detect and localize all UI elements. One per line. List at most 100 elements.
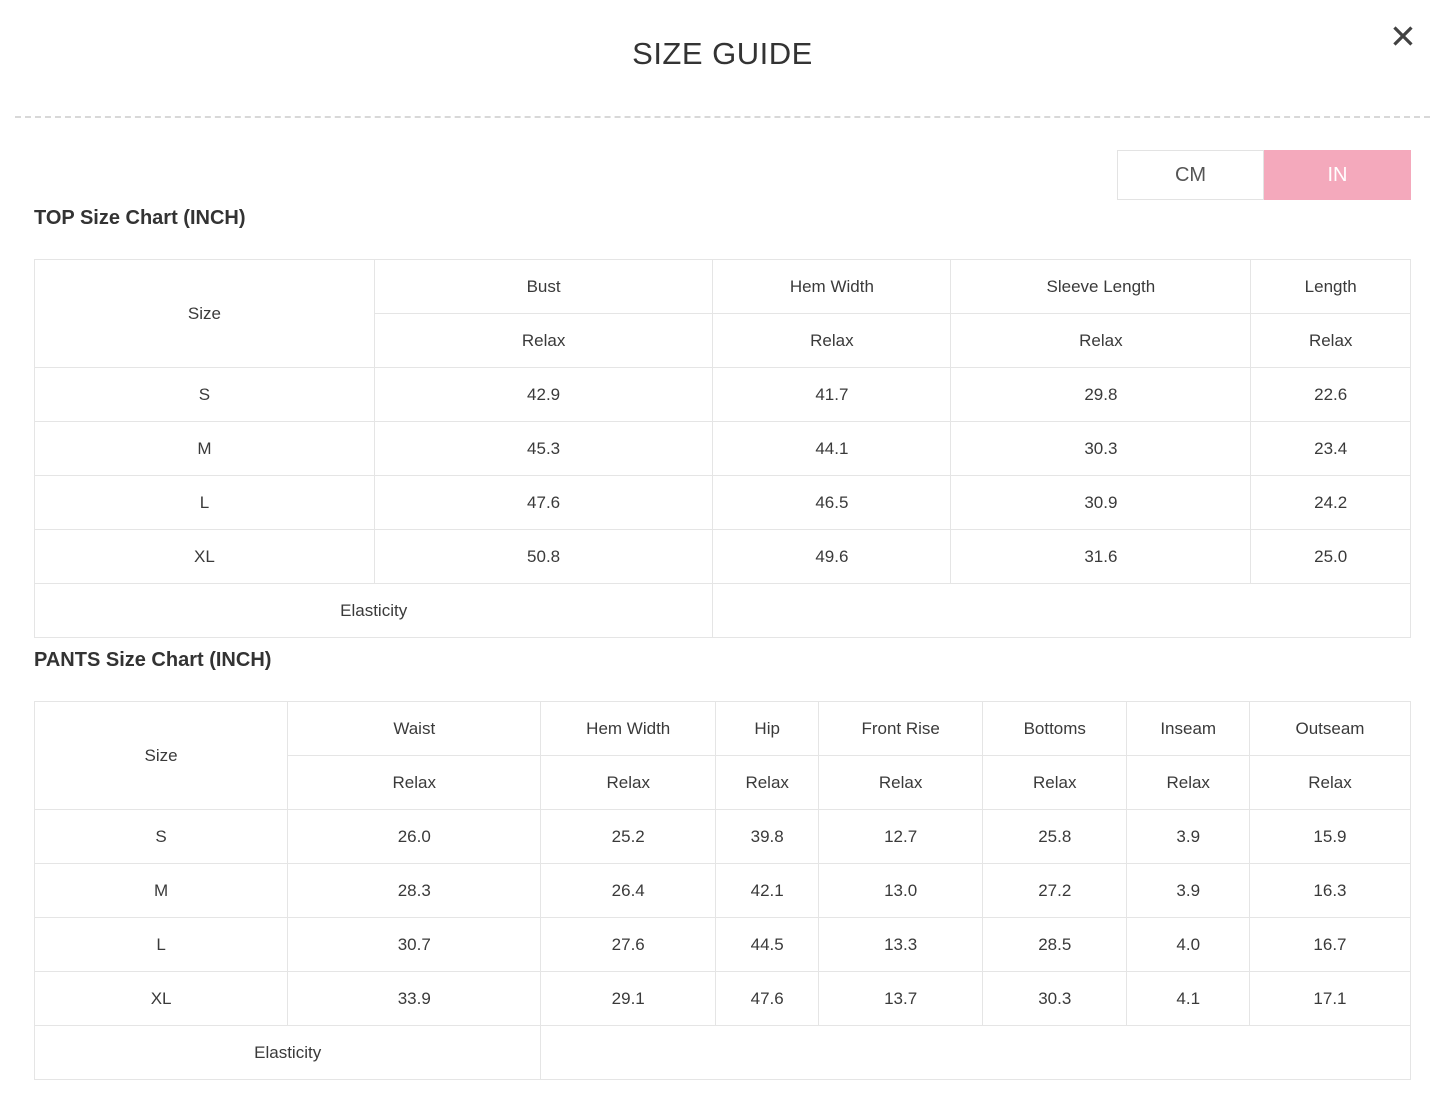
fit-cell: Relax [540,755,717,810]
col-header-cell: Inseam [1126,701,1250,756]
value-cell: 46.5 [712,475,952,530]
table-row: XL 50.8 49.6 31.6 25.0 [34,529,1411,584]
value-cell: 15.9 [1248,809,1412,864]
col-header-cell: Hem Width [712,259,952,314]
value-cell: 50.8 [373,529,714,584]
fit-cell: Relax [287,755,542,810]
value-cell: 17.1 [1248,971,1412,1026]
value-cell: 39.8 [715,809,820,864]
elasticity-cell: Elasticity [33,583,714,638]
value-cell: 49.6 [712,529,952,584]
value-cell: 3.9 [1126,863,1250,918]
table-subheader-row: Relax Relax Relax Relax [35,313,1411,368]
value-cell: 30.3 [950,421,1252,476]
modal-header: SIZE GUIDE ✕ [15,0,1430,118]
col-header-cell: Hem Width [540,701,717,756]
size-cell: L [34,475,375,530]
fit-cell: Relax [950,313,1252,368]
modal-content: CM IN TOP Size Chart (INCH) Size Bust He… [0,150,1445,1080]
value-cell: 4.1 [1126,971,1250,1026]
value-cell: 30.9 [950,475,1252,530]
value-cell: 47.6 [373,475,714,530]
value-cell: 4.0 [1126,917,1250,972]
fit-cell: Relax [818,755,984,810]
size-cell: M [33,863,289,918]
size-cell: S [33,809,289,864]
corner-header-cell: Size [34,259,375,368]
value-cell: 29.1 [540,971,717,1026]
value-cell: 31.6 [950,529,1252,584]
size-cell: XL [33,971,289,1026]
value-cell: 33.9 [287,971,542,1026]
table-row: S 26.0 25.2 39.8 12.7 25.8 3.9 15.9 [33,809,1412,864]
toggle-in-button[interactable]: IN [1264,150,1411,200]
value-cell: 12.7 [818,809,984,864]
value-cell: 41.7 [712,367,952,422]
fit-cell: Relax [712,313,952,368]
value-cell: 26.0 [287,809,542,864]
value-cell: 25.8 [982,809,1128,864]
value-cell: 28.5 [982,917,1128,972]
col-header-cell: Front Rise [818,701,984,756]
fit-cell: Relax [373,313,714,368]
table-row: M 28.3 26.4 42.1 13.0 27.2 3.9 16.3 [33,863,1412,918]
fit-cell: Relax [1248,755,1412,810]
unit-toggle: CM IN [34,150,1411,200]
fit-cell: Relax [982,755,1128,810]
value-cell: 16.7 [1248,917,1412,972]
col-header-cell: Waist [287,701,542,756]
value-cell: 29.8 [950,367,1252,422]
value-cell: 13.3 [818,917,984,972]
table-footer-row: Elasticity [33,583,1411,638]
value-cell: 13.0 [818,863,984,918]
corner-header-cell: Size [33,701,289,810]
col-header-cell: Bottoms [982,701,1128,756]
pants-chart-heading: PANTS Size Chart (INCH) [34,649,272,671]
value-cell: 22.6 [1250,367,1411,422]
size-cell: M [34,421,375,476]
table-header-row: Size Bust Hem Width Sleeve Length Length [34,259,1411,368]
table-row: S 42.9 41.7 29.8 22.6 [34,367,1411,422]
pants-size-table: Size Waist Hem Width Hip Front Rise Bott… [33,701,1412,1080]
value-cell: 30.3 [982,971,1128,1026]
value-cell: 30.7 [287,917,542,972]
value-cell: 42.9 [373,367,714,422]
value-cell: 16.3 [1248,863,1412,918]
value-cell: 3.9 [1126,809,1250,864]
value-cell: 23.4 [1250,421,1411,476]
value-cell: 42.1 [715,863,820,918]
value-cell: 44.5 [715,917,820,972]
empty-cell [540,1025,1411,1080]
top-chart-heading: TOP Size Chart (INCH) [34,207,246,229]
fit-cell: Relax [1250,313,1411,368]
close-icon: ✕ [1389,17,1417,56]
value-cell: 28.3 [287,863,542,918]
fit-cell: Relax [1126,755,1250,810]
empty-cell [712,583,1411,638]
table-row: M 45.3 44.1 30.3 23.4 [34,421,1411,476]
page-title: SIZE GUIDE [632,36,813,71]
value-cell: 47.6 [715,971,820,1026]
size-cell: XL [34,529,375,584]
value-cell: 45.3 [373,421,714,476]
col-header-cell: Hip [715,701,820,756]
col-header-cell: Sleeve Length [950,259,1252,314]
value-cell: 26.4 [540,863,717,918]
value-cell: 25.2 [540,809,717,864]
top-size-table: Size Bust Hem Width Sleeve Length Length… [33,259,1411,638]
toggle-cm-button[interactable]: CM [1117,150,1264,200]
elasticity-cell: Elasticity [33,1025,542,1080]
table-row: XL 33.9 29.1 47.6 13.7 30.3 4.1 17.1 [33,971,1412,1026]
col-header-cell: Outseam [1248,701,1412,756]
value-cell: 24.2 [1250,475,1411,530]
value-cell: 44.1 [712,421,952,476]
size-cell: L [33,917,289,972]
value-cell: 13.7 [818,971,984,1026]
table-row: L 30.7 27.6 44.5 13.3 28.5 4.0 16.7 [33,917,1412,972]
table-row: L 47.6 46.5 30.9 24.2 [34,475,1411,530]
value-cell: 27.2 [982,863,1128,918]
col-header-cell: Length [1250,259,1411,314]
value-cell: 25.0 [1250,529,1411,584]
close-button[interactable]: ✕ [1380,14,1426,60]
